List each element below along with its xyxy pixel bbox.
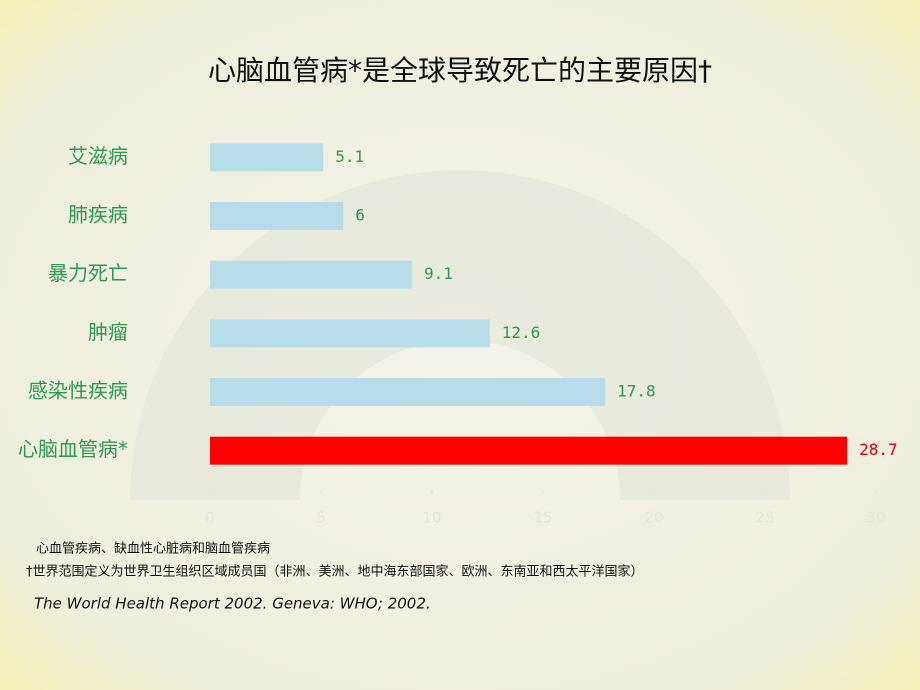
y-tick-label: 肿瘤 xyxy=(88,320,128,344)
value-label: 5.1 xyxy=(335,147,364,166)
chart-title: 心脑血管病*是全球导致死亡的主要原因† xyxy=(208,54,712,87)
x-tick-label: 15 xyxy=(533,509,552,527)
bar xyxy=(210,143,324,172)
bar xyxy=(210,436,848,465)
bar xyxy=(210,378,606,406)
x-tick-label: 30 xyxy=(866,509,885,527)
footnote: †世界范围定义为世界卫生组织区域成员国（非洲、美洲、地中海东部国家、欧洲、东南亚… xyxy=(26,564,644,580)
y-tick-label: 暴力死亡 xyxy=(48,261,128,285)
value-label: 9.1 xyxy=(424,264,453,283)
x-tick-label: 10 xyxy=(422,509,441,527)
bar xyxy=(210,260,413,289)
y-tick-label: 心脑血管病* xyxy=(18,437,128,461)
y-tick-label: 肺疾病 xyxy=(68,203,128,227)
x-tick-label: 25 xyxy=(755,509,774,527)
x-tick-label: 0 xyxy=(205,509,215,527)
x-tick-label: 5 xyxy=(316,509,326,527)
x-tick-label: 20 xyxy=(644,509,663,527)
value-label: 12.6 xyxy=(502,323,541,342)
bar xyxy=(210,202,344,230)
source: The World Health Report 2002. Geneva: WH… xyxy=(34,595,431,613)
value-label: 17.8 xyxy=(617,382,656,401)
bar xyxy=(210,319,490,348)
y-tick-label: 感染性疾病 xyxy=(28,379,128,403)
footnote: 心血管疾病、缺血性心脏病和脑血管疾病 xyxy=(36,542,270,557)
y-tick-label: 艾滋病 xyxy=(68,144,128,168)
value-label: 28.7 xyxy=(859,440,898,459)
value-label: 6 xyxy=(355,206,365,225)
